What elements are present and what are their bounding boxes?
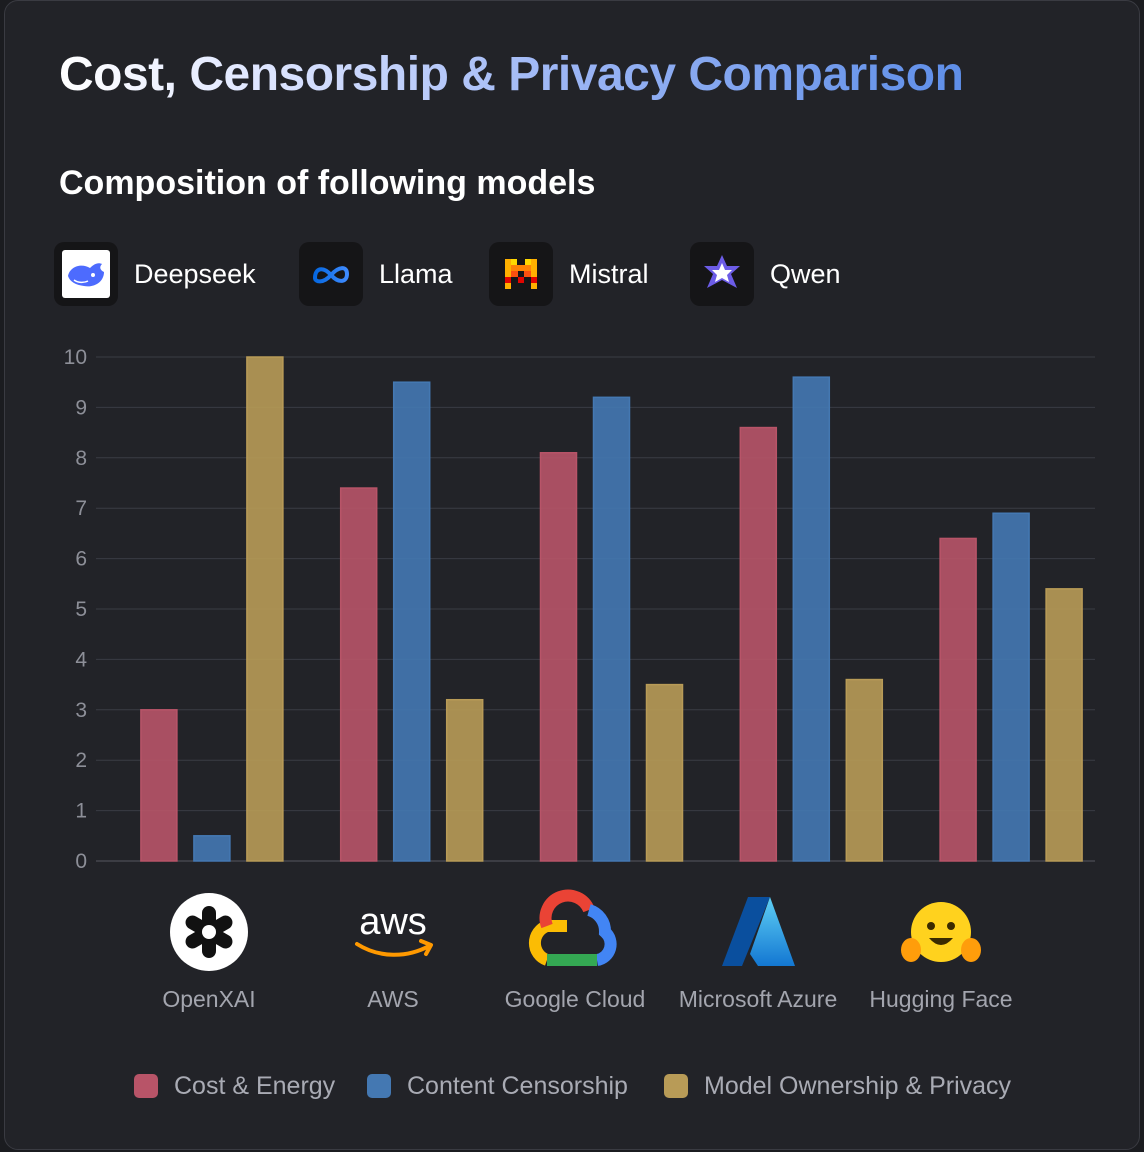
y-tick-label: 9: [75, 396, 87, 419]
bar-microsoft-azure-0: [739, 426, 778, 862]
y-tick-label: 5: [75, 598, 87, 621]
model-qwen: Qwen: [690, 242, 841, 306]
bar-microsoft-azure-1: [792, 376, 831, 862]
x-tick-label: OpenXAI: [162, 986, 255, 1012]
legend-item-cost-energy: Cost & Energy: [134, 1068, 335, 1104]
meta-infinity-icon: [299, 242, 363, 306]
legend-label: Content Censorship: [407, 1071, 628, 1100]
google-cloud-icon: [528, 889, 617, 966]
x-tick-label: Microsoft Azure: [679, 986, 838, 1012]
model-mistral: Mistral: [489, 242, 649, 306]
model-llama: Llama: [299, 242, 453, 306]
chart-bars: [140, 356, 1083, 862]
legend-item-ownership-privacy: Model Ownership & Privacy: [664, 1068, 1011, 1104]
y-tick-label: 6: [75, 548, 87, 571]
bar-google-cloud-0: [539, 452, 578, 862]
model-deepseek: Deepseek: [54, 242, 256, 306]
bar-aws-2: [445, 698, 484, 862]
bar-openxai-0: [140, 709, 178, 862]
bar-aws-1: [392, 381, 431, 862]
bar-openxai-2: [246, 356, 284, 862]
section-subtitle: Composition of following models: [59, 164, 596, 202]
model-name: Qwen: [770, 258, 841, 289]
bar-openxai-1: [193, 835, 231, 862]
y-tick-label: 7: [75, 497, 87, 520]
bar-google-cloud-1: [592, 396, 631, 862]
legend-label: Model Ownership & Privacy: [704, 1071, 1012, 1100]
bar-microsoft-azure-2: [845, 678, 884, 862]
y-tick-label: 0: [75, 850, 87, 873]
mistral-m-icon: [489, 242, 553, 306]
x-tick-label: AWS: [367, 986, 419, 1012]
page-title: Cost, Censorship & Privacy Comparison: [59, 48, 964, 101]
y-tick-label: 3: [75, 699, 87, 722]
legend-label: Cost & Energy: [174, 1071, 336, 1100]
model-name: Deepseek: [134, 258, 256, 289]
legend-swatch: [367, 1074, 391, 1098]
y-tick-label: 10: [64, 346, 87, 369]
openxai-icon: [170, 893, 248, 971]
deepseek-whale-icon: [54, 242, 118, 306]
model-name: Llama: [379, 258, 453, 289]
y-axis-ticks: 0 1 2 3 4 5 6 7 8 9 10: [64, 346, 88, 873]
y-tick-label: 4: [75, 648, 87, 671]
legend-item-content-censorship: Content Censorship: [367, 1068, 628, 1104]
svg-text:aws: aws: [359, 901, 427, 943]
bar-hugging-face-1: [992, 512, 1030, 862]
aws-icon: aws: [355, 901, 433, 957]
y-tick-label: 1: [75, 800, 87, 823]
x-tick-label: Google Cloud: [505, 986, 646, 1012]
x-axis-labels: OpenXAI AWS Google Cloud Microsoft Azure Hug…: [162, 986, 1012, 1012]
bar-hugging-face-0: [939, 537, 977, 862]
x-tick-label: Hugging Face: [869, 986, 1012, 1012]
model-name: Mistral: [569, 258, 649, 289]
microsoft-azure-icon: [722, 897, 795, 966]
category-icons: aws: [170, 889, 981, 971]
qwen-star-icon: [690, 242, 754, 306]
legend-swatch: [134, 1074, 158, 1098]
chart-legend: Cost & Energy Content Censorship Model O…: [0, 1068, 1144, 1104]
bar-google-cloud-2: [645, 683, 684, 862]
legend-swatch: [664, 1074, 688, 1098]
bar-chart: 0 1 2 3 4 5 6 7 8 9 10 aws: [64, 346, 1095, 1012]
y-tick-label: 8: [75, 447, 87, 470]
hugging-face-icon: [901, 902, 981, 962]
bar-hugging-face-2: [1045, 588, 1083, 862]
bar-aws-0: [339, 487, 378, 862]
y-tick-label: 2: [75, 749, 87, 772]
